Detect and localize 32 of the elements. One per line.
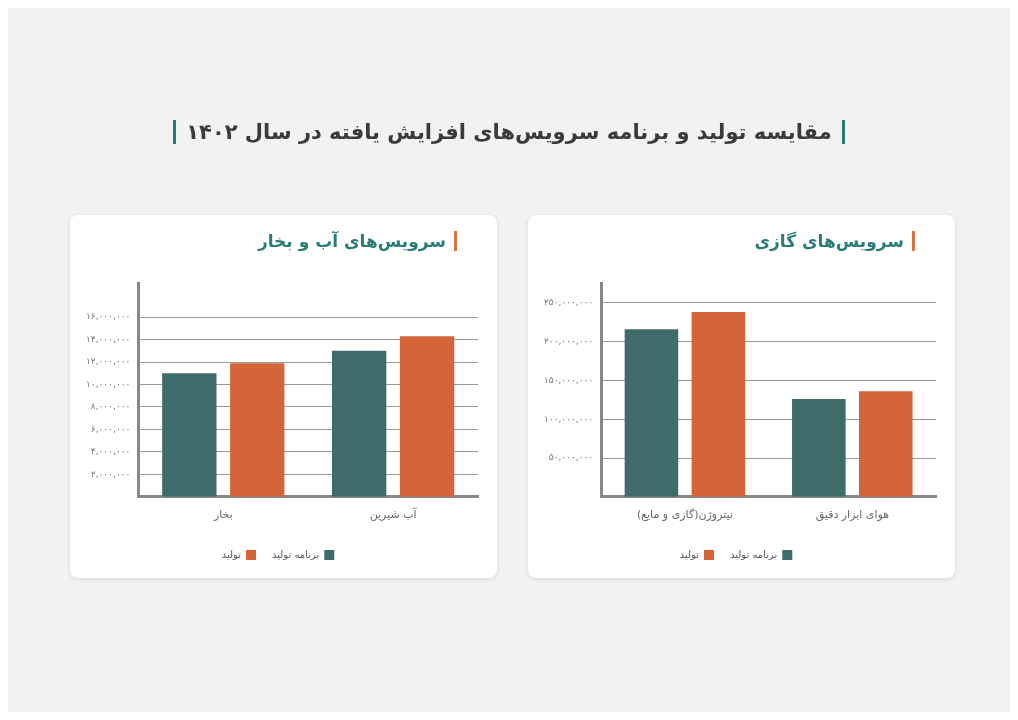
y-tick-label: ۱۶,۰۰۰,۰۰۰ (85, 311, 131, 322)
y-tick-label: ۱۵۰,۰۰۰,۰۰۰ (543, 374, 594, 385)
y-tick-label: ۱۰,۰۰۰,۰۰۰ (85, 378, 131, 389)
legend-label: تولید (679, 548, 700, 560)
y-tick-label: ۵۰,۰۰۰,۰۰۰ (548, 452, 594, 463)
chart-title: سرویس‌های گازی (754, 231, 915, 251)
bar (230, 363, 285, 497)
x-tick-label: آب شیرین (369, 507, 418, 522)
bar (162, 373, 217, 497)
bar (691, 312, 746, 497)
x-tick-label: بخار (212, 508, 233, 522)
bar (399, 336, 455, 497)
y-tick-label: ۸,۰۰۰,۰۰۰ (90, 401, 131, 412)
bar (859, 391, 913, 497)
legend-label: تولید (221, 548, 242, 560)
bar (624, 329, 679, 497)
chart-title: سرویس‌های آب و بخار (257, 231, 457, 251)
bar (331, 350, 387, 497)
text: مقایسه تولید و برنامه سرویس‌های افزایش یافته در سال ۱۴۰۲ (173, 120, 845, 144)
y-tick-label: ۲۰۰,۰۰۰,۰۰۰ (543, 335, 594, 346)
x-tick-label: هوای ابزار دقیق (815, 508, 890, 523)
y-tick-label: ۲,۰۰۰,۰۰۰ (90, 468, 131, 479)
y-tick-label: ۱۲,۰۰۰,۰۰۰ (85, 356, 131, 367)
x-tick-label: نیتروژن(گازی و مایع) (636, 508, 733, 522)
bar (792, 399, 846, 497)
y-tick-label: ۱۰۰,۰۰۰,۰۰۰ (543, 413, 594, 424)
legend-label: برنامه تولید (271, 548, 320, 560)
y-tick-label: ۶,۰۰۰,۰۰۰ (90, 423, 131, 434)
y-tick-label: ۴,۰۰۰,۰۰۰ (90, 446, 131, 457)
y-tick-label: ۲۵۰,۰۰۰,۰۰۰ (543, 297, 594, 308)
legend-label: برنامه تولید (729, 548, 778, 560)
y-tick-label: ۱۴,۰۰۰,۰۰۰ (85, 333, 131, 344)
